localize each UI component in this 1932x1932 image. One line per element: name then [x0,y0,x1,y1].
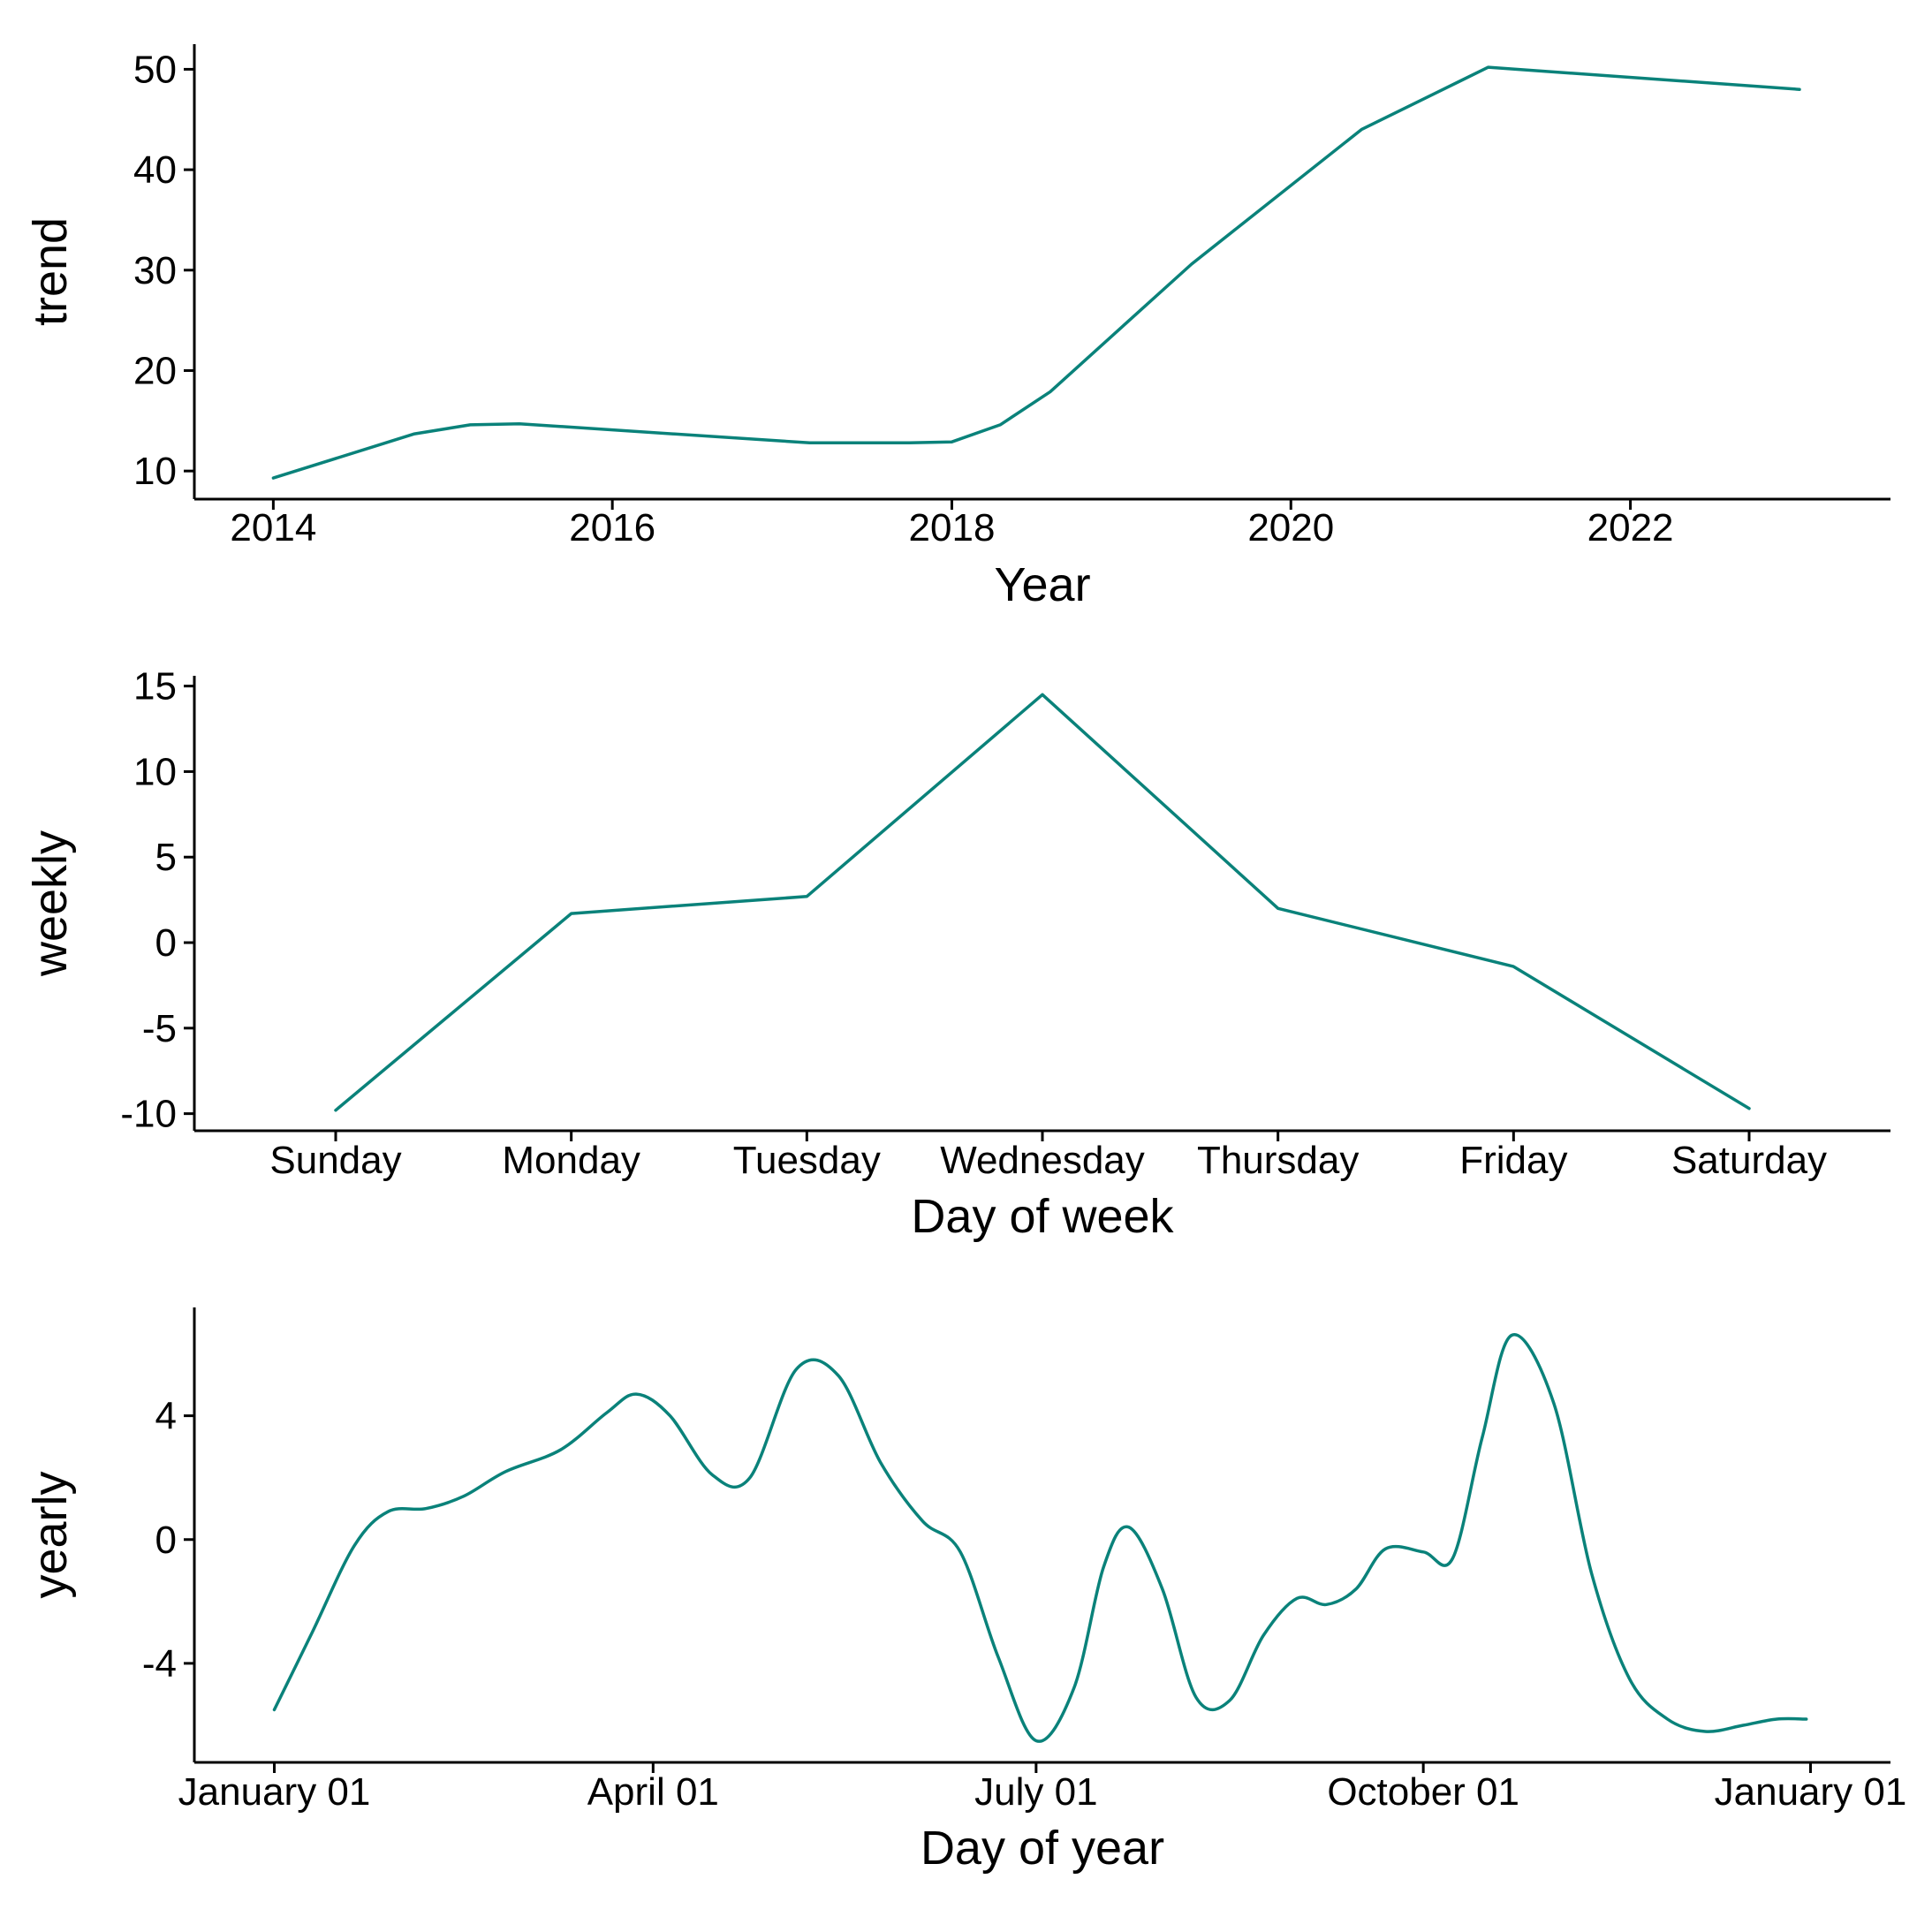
x-tick-label: Thursday [1197,1139,1359,1182]
y-tick-label: 40 [133,148,177,192]
y-tick-label: 30 [133,249,177,292]
y-tick-label: 0 [155,921,177,965]
y-tick-label: 4 [155,1395,177,1438]
y-tick-label: -10 [120,1093,177,1136]
x-tick-label: January 01 [178,1770,371,1814]
x-tick-label: Monday [502,1139,640,1182]
y-tick-label: 15 [133,665,177,708]
series-line-trend [271,65,1801,480]
chart-panel-trend: 10 20 30 40 50 2014 2016 2018 2020 2022 Year trend [24,44,1890,611]
x-tick-label: 2014 [230,506,316,549]
chart-panel-weekly: 15 10 5 0 -5 -10 Sunday Monday Tuesday Wednesday T… [24,665,1890,1243]
y-axis-title: trend [24,217,77,326]
y-tick-label: -5 [142,1007,177,1050]
x-tick-label: Tuesday [733,1139,881,1182]
series-line-weekly [334,693,1751,1112]
x-tick-label: January 01 [1715,1770,1907,1814]
y-tick-label: 20 [133,349,177,392]
x-tick-label: 2016 [569,506,655,549]
y-axis-title: weekly [24,830,77,977]
y-tick-label: 10 [133,450,177,493]
y-tick-label: -4 [142,1642,177,1686]
x-tick-label: July 01 [974,1770,1097,1814]
x-axis-title: Day of week [911,1190,1174,1243]
y-tick-label: 0 [155,1519,177,1562]
y-tick-label: 50 [133,48,177,91]
x-tick-label: Friday [1459,1139,1567,1182]
x-tick-label: 2020 [1247,506,1334,549]
x-tick-label: Sunday [269,1139,401,1182]
x-tick-label: Wednesday [940,1139,1145,1182]
x-tick-label: 2022 [1587,506,1674,549]
x-axis-title: Day of year [921,1822,1164,1875]
x-tick-label: October 01 [1327,1770,1519,1814]
chart-panel-yearly: 4 0 -4 January 01 April 01 July 01 October 01 J… [24,1307,1906,1875]
x-tick-label: 2018 [909,506,996,549]
y-axis-title: yearly [24,1471,77,1598]
x-tick-label: Saturday [1671,1139,1827,1182]
x-tick-label: April 01 [587,1770,719,1814]
y-tick-label: 5 [155,836,177,879]
y-tick-label: 10 [133,750,177,793]
x-axis-title: Year [994,558,1090,611]
series-line-yearly [272,1333,1808,1743]
